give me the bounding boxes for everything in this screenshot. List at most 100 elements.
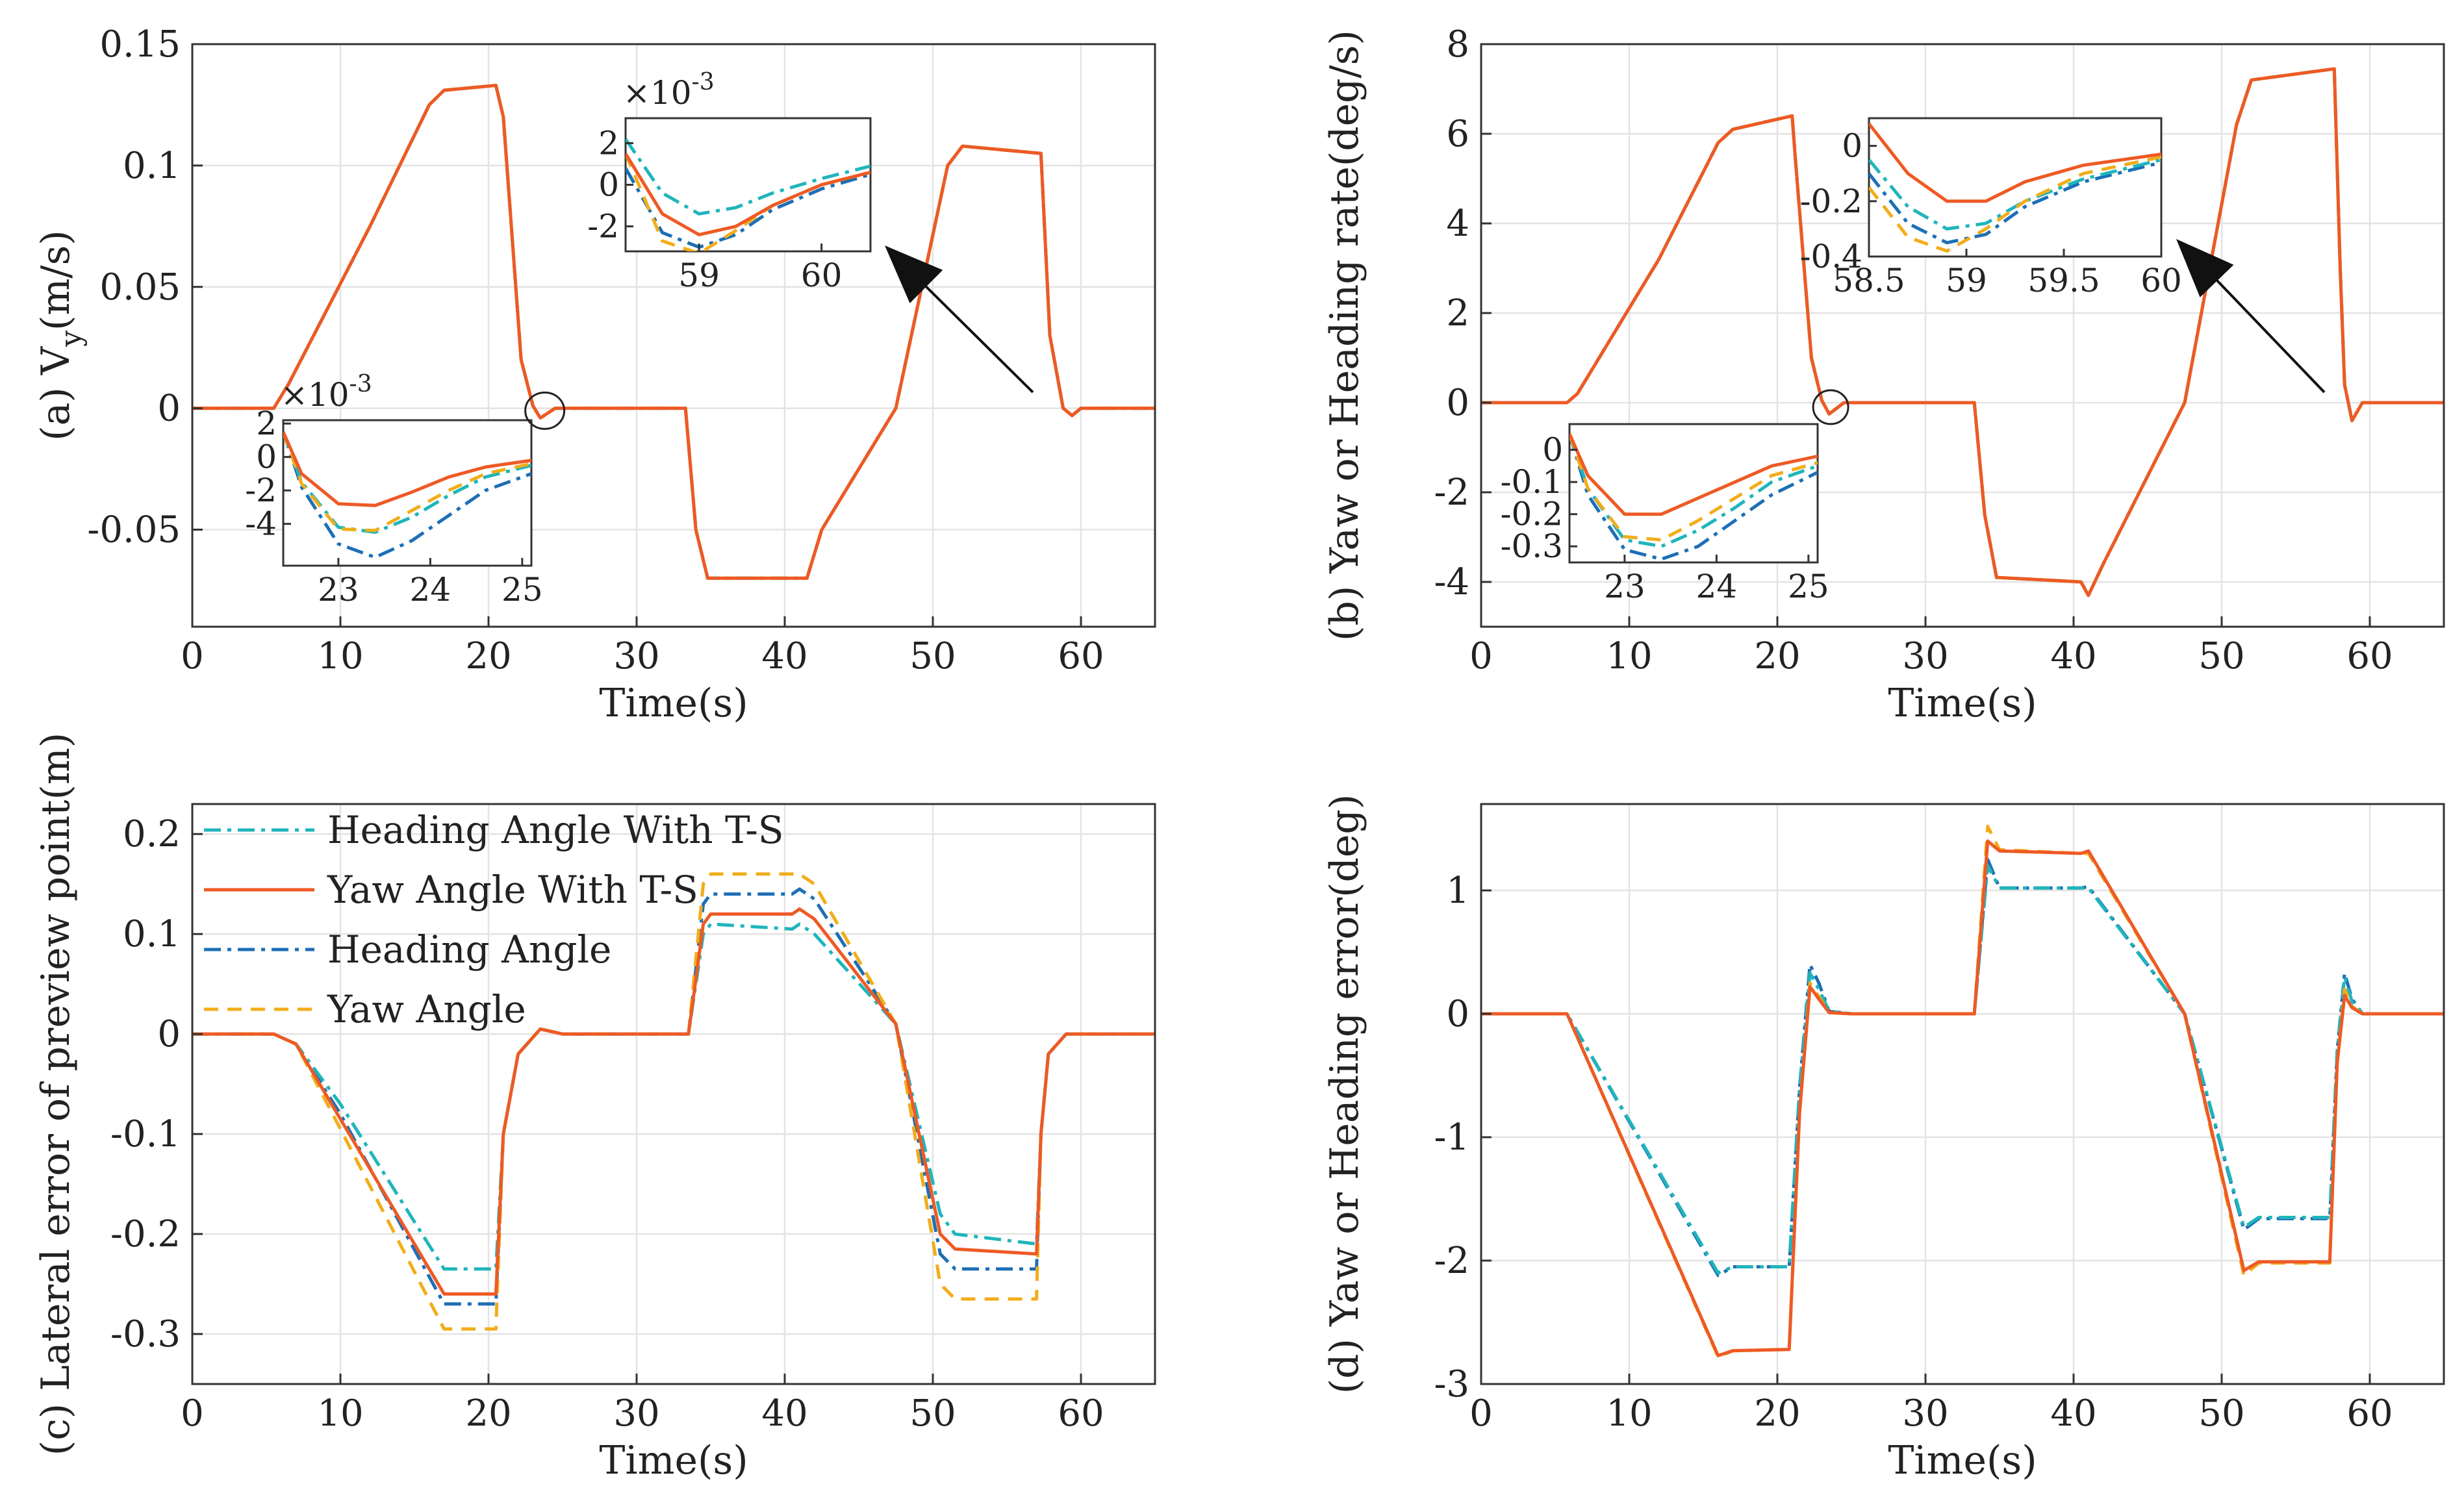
inset-tick-label-y: 2 (598, 124, 619, 162)
series-line-yaw (1481, 824, 2444, 1359)
tick-label-x-50: 50 (909, 1392, 956, 1435)
tick-label-x-60: 60 (2346, 635, 2393, 677)
inset-line-yaw (626, 153, 870, 251)
tick-label-x-20: 20 (1754, 635, 1800, 677)
inset-tick-label-y: 0 (598, 166, 619, 204)
inset-line-heading-ts (1869, 158, 2161, 231)
panel-b-frame (1480, 43, 2445, 628)
panel-c-ylabel: (c) Lateral error of preview point(m) (33, 733, 79, 1455)
series-line-heading-ts (192, 922, 1155, 1271)
panel-b-grid (1480, 43, 2444, 627)
panel-c: 0 10 20 30 40 50 60 -0.3 -0.2 -0.1 0 0.1 0.2 Time(s)… (33, 733, 1156, 1483)
series-line-yaw-ts (192, 84, 1155, 580)
inset-tick-label-x: 25 (502, 571, 543, 609)
inset-line-yaw (1569, 433, 1818, 542)
panel-a-xlabel: Time(s) (599, 681, 748, 726)
tick-label-y-3: 0 (157, 1013, 181, 1055)
inset-line-yaw (283, 431, 531, 533)
tick-label-x-40: 40 (761, 635, 807, 677)
panel-a-zoom-circle (524, 391, 566, 430)
tick-label-x-0: 0 (1469, 1392, 1493, 1435)
inset-line-heading (1569, 433, 1818, 561)
tick-label-y-2: -1 (1434, 1116, 1469, 1159)
tick-label-y-1: -2 (1434, 472, 1469, 514)
inset-line-yaw (1869, 155, 2161, 253)
inset-tick-label-y: 2 (256, 405, 277, 442)
tick-label-x-50: 50 (2198, 635, 2244, 677)
legend-label-heading-ts: Heading Angle With T-S (327, 808, 784, 852)
series-line-yaw-ts (1481, 839, 2444, 1357)
series-line-heading-ts (1481, 864, 2444, 1275)
panel-a-frame (191, 43, 1156, 628)
panel-d-xlabel: Time(s) (1888, 1438, 2037, 1483)
tick-label-x-50: 50 (2198, 1392, 2244, 1435)
zoom-arrow-shaft (909, 270, 1034, 394)
zoom-arrow-head (2176, 239, 2234, 297)
zoom-arrow-shaft (2201, 264, 2326, 394)
tick-label-y-0: -0.05 (87, 509, 181, 551)
tick-label-x-60: 60 (1058, 635, 1104, 677)
tick-label-x-40: 40 (2050, 1392, 2096, 1435)
tick-label-y-2: 0 (1446, 382, 1469, 424)
tick-label-y-3: 2 (1446, 292, 1469, 334)
tick-label-x-10: 10 (1606, 635, 1652, 677)
tick-label-x-30: 30 (613, 635, 659, 677)
tick-label-y-0: -4 (1434, 561, 1469, 603)
tick-label-x-10: 10 (317, 1392, 363, 1435)
inset-lines (1569, 433, 1818, 561)
inset-line-heading-ts (1569, 433, 1818, 548)
inset-line-yaw-ts (283, 431, 531, 507)
panel-c-legend: Heading Angle With T-S Yaw Angle With T-… (204, 808, 784, 1031)
legend-label-yaw-ts: Yaw Angle With T-S (327, 868, 698, 912)
inset-line-heading-ts (626, 138, 870, 216)
legend-item-yaw: Yaw Angle (204, 987, 526, 1031)
inset-tick-label-x: 59.5 (2027, 262, 2100, 299)
inset-frame (1568, 423, 1819, 564)
tick-label-x-50: 50 (909, 635, 956, 677)
legend-label-yaw: Yaw Angle (327, 987, 526, 1031)
tick-label-y-0: -3 (1434, 1363, 1469, 1405)
inset-tick-label-y: -0.2 (1800, 182, 1862, 220)
tick-label-x-10: 10 (317, 635, 363, 677)
inset-tick-label-y: 0 (256, 438, 277, 476)
inset-tick-label-x: 60 (801, 257, 843, 294)
tick-label-x-40: 40 (761, 1392, 807, 1435)
panel-b-inset-top: 58.5 59 59.5 60 -0.4 -0.2 0 (1800, 117, 2182, 299)
tick-label-x-30: 30 (613, 1392, 659, 1435)
panel-c-grid (191, 804, 1155, 1384)
tick-label-x-20: 20 (465, 635, 511, 677)
panel-b-zoom-circle (1812, 389, 1849, 425)
tick-label-y-2: -0.1 (110, 1113, 181, 1155)
panel-a-inset-bottom: ×10-3 23 24 25 -4-202 (245, 371, 542, 609)
tick-label-y-5: 0.2 (123, 813, 181, 855)
tick-label-y-3: 0 (1446, 993, 1469, 1035)
panel-b-ylabel: (b) Yaw or Heading rate(deg/s) (1322, 30, 1367, 641)
legend-item-heading-ts: Heading Angle With T-S (204, 808, 784, 852)
inset-lines (1869, 122, 2161, 253)
inset-tick-label-x: 23 (1604, 568, 1645, 605)
panel-d: 0 10 20 30 40 50 60 -3 -2 -1 0 1 Time(s) (d) Yaw or… (1322, 794, 2445, 1483)
legend-label-heading: Heading Angle (327, 927, 611, 972)
tick-label-x-0: 0 (181, 1392, 204, 1435)
tick-label-x-30: 30 (1902, 635, 1948, 677)
panel-a-ylabel-tail: (m/s) (33, 230, 79, 331)
panel-b-lines (1481, 67, 2444, 598)
inset-line-yaw-ts (626, 153, 870, 237)
panel-d-grid (1480, 804, 2444, 1385)
tick-label-x-20: 20 (465, 1392, 511, 1435)
inset-tick-label-x: 59 (1946, 262, 1987, 299)
panel-d-lines (1481, 824, 2444, 1359)
panel-a-ylabel: (a) Vy(m/s) (33, 230, 88, 441)
inset-a-top-exponent: ×10-3 (623, 69, 715, 112)
inset-lines (626, 138, 870, 251)
panel-c-frame (191, 803, 1156, 1385)
inset-tick-label-x: 24 (410, 571, 451, 609)
inset-lines (283, 431, 531, 559)
panel-a-ylabel-sub: y (55, 331, 88, 347)
inset-line-yaw-ts (1869, 122, 2161, 203)
panel-b-arrow (2176, 239, 2326, 394)
panel-d-ticks: 0 10 20 30 40 50 60 -3 -2 -1 0 1 (1434, 870, 2393, 1435)
